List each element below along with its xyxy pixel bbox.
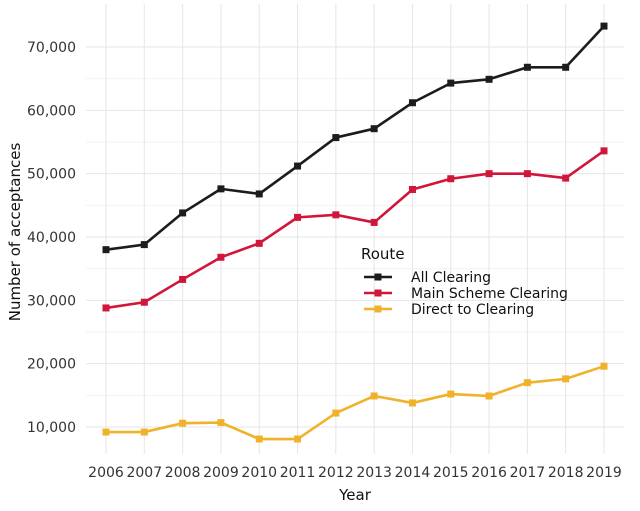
data-point-marker [562, 174, 570, 182]
grid [86, 4, 624, 454]
data-point-marker [140, 428, 148, 436]
legend-swatch-marker [374, 273, 382, 281]
data-point-marker [600, 22, 608, 30]
data-point-marker [332, 211, 340, 219]
data-point-marker [600, 147, 608, 155]
data-point-marker [523, 170, 531, 178]
x-tick-label: 2015 [433, 465, 469, 481]
data-point-marker [102, 304, 110, 312]
legend-label: All Clearing [411, 270, 491, 286]
y-tick-label: 40,000 [27, 230, 76, 246]
data-point-marker [562, 63, 570, 71]
data-point-marker [408, 399, 416, 407]
data-point-marker [447, 390, 455, 398]
data-point-marker [255, 435, 263, 443]
legend-item: All Clearing [364, 270, 491, 286]
data-point-marker [370, 218, 378, 226]
legend-label: Direct to Clearing [411, 302, 534, 318]
data-point-marker [255, 239, 263, 247]
data-point-marker [562, 375, 570, 383]
x-tick-label: 2019 [586, 465, 622, 481]
y-tick-label: 60,000 [27, 103, 76, 119]
data-point-marker [370, 125, 378, 133]
y-tick-label: 50,000 [27, 167, 76, 183]
data-point-marker [447, 175, 455, 183]
legend-label: Main Scheme Clearing [411, 286, 568, 302]
data-point-marker [408, 186, 416, 193]
y-tick-label: 20,000 [27, 357, 76, 373]
legend-swatch-marker [374, 289, 382, 297]
data-point-marker [217, 419, 225, 427]
x-tick-label: 2006 [88, 465, 124, 481]
data-point-marker [523, 379, 531, 387]
data-point-marker [294, 435, 302, 443]
data-point-marker [179, 209, 187, 217]
x-tick-label: 2014 [395, 465, 431, 481]
y-tick-label: 30,000 [27, 293, 76, 309]
x-tick-label: 2011 [280, 465, 316, 481]
x-tick-label: 2008 [165, 465, 201, 481]
series-group [102, 22, 608, 443]
x-axis-title: Year [338, 486, 372, 504]
x-tick-label: 2017 [510, 465, 546, 481]
x-tick-label: 2016 [471, 465, 507, 481]
series-1 [102, 147, 608, 312]
legend-title: Route [361, 245, 405, 263]
series-line [105, 25, 605, 251]
data-point-marker [179, 419, 187, 427]
data-point-marker [523, 63, 531, 71]
data-point-marker [294, 213, 302, 221]
x-tick-label: 2007 [126, 465, 162, 481]
y-axis-ticks: 10,000 20,000 30,000 40,000 50,000 60,000 70,0… [27, 40, 76, 436]
data-point-marker [332, 134, 340, 142]
series-0 [102, 22, 608, 254]
data-point-marker [179, 275, 187, 283]
data-point-marker [408, 99, 416, 107]
data-point-marker [102, 428, 110, 436]
data-point-marker [217, 185, 225, 193]
data-point-marker [447, 79, 455, 87]
series-2 [102, 362, 608, 443]
y-tick-label: 10,000 [27, 420, 76, 436]
data-point-marker [485, 170, 493, 178]
x-axis-ticks: 2006 2007 2008 2009 2010 2011 2012 2013 2014 2015… [88, 465, 622, 481]
data-point-marker [332, 409, 340, 417]
y-tick-label: 70,000 [27, 40, 76, 56]
x-tick-label: 2010 [241, 465, 277, 481]
y-axis-title: Number of acceptances [6, 143, 24, 322]
data-point-marker [294, 162, 302, 170]
data-point-marker [600, 362, 608, 370]
data-point-marker [140, 298, 148, 306]
x-tick-label: 2012 [318, 465, 354, 481]
legend-swatch-marker [374, 305, 382, 313]
data-point-marker [140, 241, 148, 249]
data-point-marker [370, 392, 378, 400]
legend-item: Main Scheme Clearing [364, 286, 568, 302]
x-tick-label: 2018 [548, 465, 584, 481]
data-point-marker [217, 253, 225, 261]
x-tick-label: 2013 [356, 465, 392, 481]
data-point-marker [485, 75, 493, 83]
series-line [105, 149, 605, 310]
data-point-marker [102, 246, 110, 254]
legend-item: Direct to Clearing [364, 302, 534, 318]
x-tick-label: 2009 [203, 465, 239, 481]
data-point-marker [485, 392, 493, 400]
plot-background [86, 4, 624, 454]
data-point-marker [255, 190, 263, 198]
series-line [106, 364, 605, 441]
